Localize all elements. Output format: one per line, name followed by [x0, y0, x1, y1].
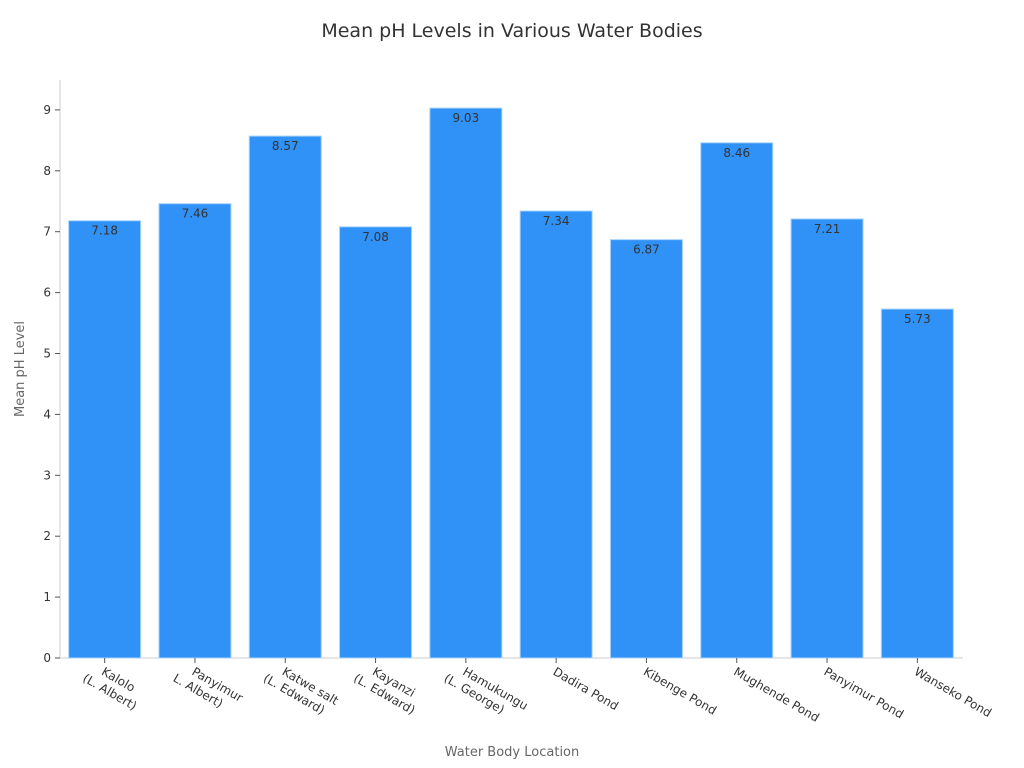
chart-title: Mean pH Levels in Various Water Bodies	[321, 20, 703, 42]
y-tick-label: 9	[43, 103, 51, 117]
bar-value-label: 7.46	[182, 207, 209, 221]
x-tick-label: Kayanzi(L. Edward)	[351, 658, 425, 717]
x-tick-label: Hamukungu(L. George)	[442, 658, 531, 726]
x-tick-label: Dadira Pond	[551, 664, 621, 713]
bar-value-label: 7.18	[91, 224, 118, 238]
y-tick-label: 0	[43, 651, 51, 665]
y-tick-label: 5	[43, 347, 51, 361]
y-tick-label: 3	[43, 468, 51, 482]
x-tick-label: Mughende Pond	[731, 664, 821, 724]
bar-value-label: 8.46	[723, 146, 750, 160]
bar	[339, 226, 413, 659]
y-axis-title: Mean pH Level	[13, 321, 28, 417]
bar	[519, 210, 593, 659]
x-tick-label: Kalolo(L. Albert)	[80, 658, 146, 713]
y-tick-label: 2	[43, 529, 51, 543]
bar	[158, 203, 232, 659]
bar-value-label: 7.08	[362, 230, 389, 244]
y-tick-label: 8	[43, 164, 51, 178]
bar-value-label: 7.21	[814, 222, 841, 236]
y-tick-label: 6	[43, 286, 51, 300]
y-tick-label: 7	[43, 225, 51, 239]
x-tick-label: PanyimurL. Albert)	[171, 658, 246, 718]
x-tick-label: Wanseko Pond	[912, 664, 994, 719]
bar	[609, 239, 683, 659]
x-tick-label: Katwe salt(L. Edward)	[261, 658, 341, 721]
bar-value-label: 9.03	[452, 111, 479, 125]
bar	[790, 218, 864, 659]
bar	[248, 135, 322, 659]
x-tick-label: Panyimur Pond	[822, 664, 907, 721]
bar-value-label: 6.87	[633, 243, 660, 257]
y-tick-label: 4	[43, 407, 51, 421]
y-tick-label: 1	[43, 590, 51, 604]
bar	[700, 142, 774, 659]
bar	[429, 107, 503, 659]
bar-value-label: 7.34	[543, 214, 570, 228]
x-tick-label: Kibenge Pond	[641, 664, 719, 717]
bar	[68, 220, 142, 659]
bar	[880, 308, 954, 659]
bar-value-label: 5.73	[904, 312, 931, 326]
bar-value-label: 8.57	[272, 139, 299, 153]
x-axis-title: Water Body Location	[445, 745, 580, 760]
